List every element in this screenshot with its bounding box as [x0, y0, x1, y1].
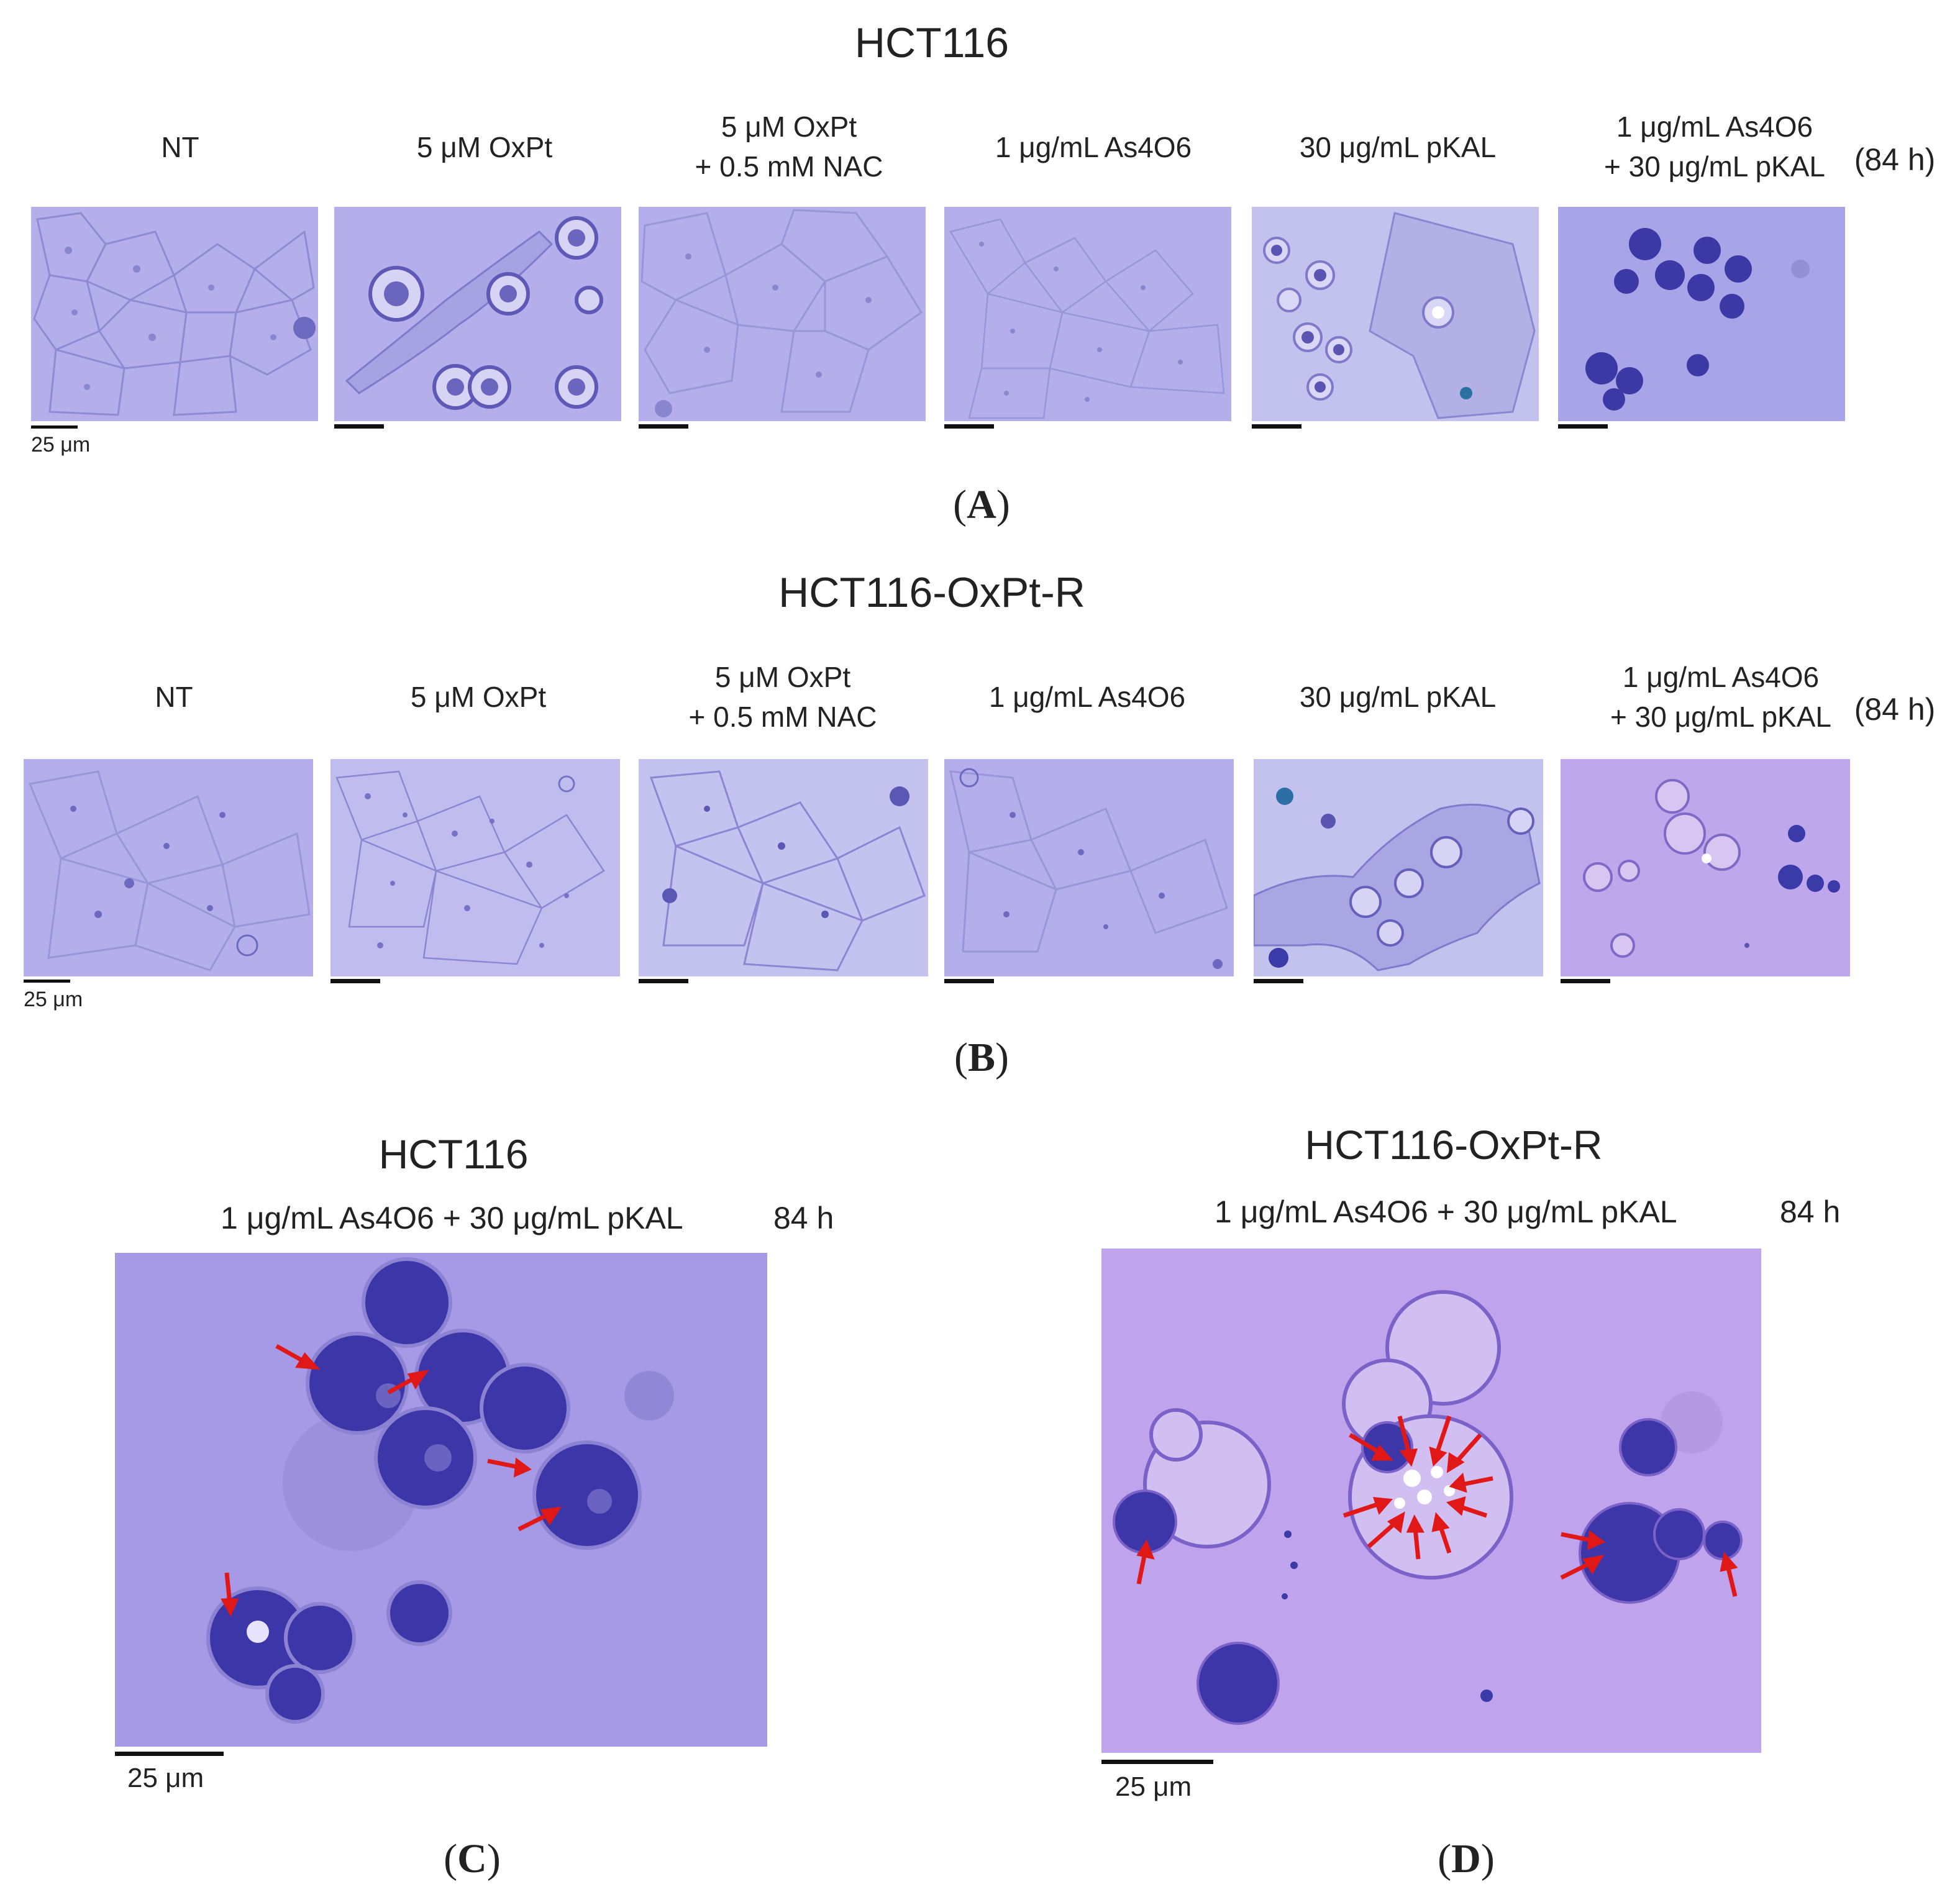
panel-d-duration: 84 h	[1780, 1194, 1841, 1229]
scale-bar-a-6	[1558, 424, 1608, 429]
panel-b-cond-3: 5 μM OxPt + 0.5 mM NAC	[688, 661, 877, 733]
scale-bar-c-label: 25 μm	[127, 1763, 204, 1793]
scale-bar-b-2	[330, 979, 380, 983]
panel-a-cond-4: 1 μg/mL As4O6	[995, 131, 1192, 163]
scale-bar-a-label: 25 μm	[31, 433, 91, 457]
scale-bar-c	[115, 1752, 224, 1756]
scale-bar-a-3	[639, 424, 688, 429]
micrograph-b-as4o6	[944, 759, 1234, 976]
micrograph-b-oxpt	[330, 759, 620, 976]
micrograph-b-combo	[1561, 759, 1850, 976]
micrograph-a-combo	[1558, 207, 1845, 421]
panel-a-duration: (84 h)	[1854, 142, 1936, 177]
micrograph-b-oxpt-nac	[639, 759, 928, 976]
micrograph-a-as4o6	[944, 207, 1231, 421]
micrograph-b-pkal	[1254, 759, 1543, 976]
scale-bar-b-3	[639, 979, 688, 983]
micrograph-b-nt	[24, 759, 313, 976]
scale-bar-b-6	[1561, 979, 1610, 983]
panel-b-cond-6: 1 μg/mL As4O6 + 30 μg/mL pKAL	[1610, 661, 1831, 733]
scale-bar-b-5	[1254, 979, 1303, 983]
panel-c-treatment: 1 μg/mL As4O6 + 30 μg/mL pKAL	[221, 1201, 683, 1235]
micrograph-a-oxpt	[334, 207, 621, 421]
micrograph-d-zoom	[1101, 1248, 1761, 1753]
panel-b-cond-5: 30 μg/mL pKAL	[1299, 681, 1497, 713]
scale-bar-b-1	[24, 980, 70, 983]
panel-c-duration: 84 h	[773, 1201, 834, 1235]
panel-b-letter: (B)	[954, 1035, 1009, 1080]
panel-a-cond-2: 5 μM OxPt	[416, 131, 553, 163]
panel-b-cond-2: 5 μM OxPt	[410, 681, 547, 713]
panel-d-title: HCT116-OxPt-R	[1305, 1122, 1603, 1168]
panel-a-cond-3: 5 μM OxPt + 0.5 mM NAC	[695, 111, 883, 183]
scale-bar-a-2	[334, 424, 384, 429]
scale-bar-b-4	[944, 979, 994, 983]
scale-bar-a-4	[944, 424, 994, 429]
micrograph-c-zoom	[115, 1253, 767, 1747]
panel-a-letter: (A)	[953, 482, 1010, 527]
panel-d-treatment: 1 μg/mL As4O6 + 30 μg/mL pKAL	[1215, 1194, 1677, 1229]
scale-bar-a-5	[1252, 424, 1301, 429]
panel-a-cond-1: NT	[161, 131, 199, 163]
scale-bar-b-label: 25 μm	[24, 988, 83, 1011]
panel-a-title: HCT116	[854, 19, 1010, 66]
panel-b-duration: (84 h)	[1854, 692, 1936, 727]
panel-b-cond-1: NT	[155, 681, 193, 713]
panel-c-letter: (C)	[444, 1836, 501, 1881]
panel-d-letter: (D)	[1438, 1836, 1495, 1881]
scale-bar-d	[1101, 1760, 1213, 1764]
scale-bar-d-label: 25 μm	[1115, 1771, 1192, 1802]
panel-a-cond-6: 1 μg/mL As4O6 + 30 μg/mL pKAL	[1604, 111, 1825, 183]
panel-b-title: HCT116-OxPt-R	[778, 569, 1085, 616]
micrograph-a-pkal	[1252, 207, 1539, 421]
micrograph-a-nt	[31, 207, 318, 421]
micrograph-a-oxpt-nac	[639, 207, 926, 421]
panel-c-title: HCT116	[378, 1131, 529, 1177]
panel-a-cond-5: 30 μg/mL pKAL	[1299, 131, 1497, 163]
scale-bar-a-1	[31, 425, 78, 429]
panel-b-cond-4: 1 μg/mL As4O6	[988, 681, 1186, 713]
